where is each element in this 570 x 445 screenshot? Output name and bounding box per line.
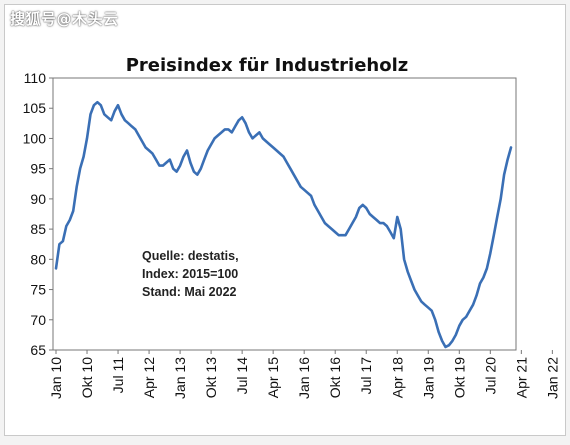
y-tick-label: 110 — [24, 70, 47, 86]
y-tick-label: 70 — [30, 312, 46, 328]
chart-frame: Preisindex für Industrieholz 65 70 75 80 85 9… — [4, 4, 566, 436]
y-axis: 65 70 75 80 85 90 95 100 105 110 — [23, 70, 53, 358]
y-tick-label: 105 — [23, 100, 47, 116]
watermark: 搜狐号@木头云 — [10, 10, 119, 28]
x-tick-label: Jan 19 — [420, 357, 436, 399]
line-chart: Preisindex für Industrieholz 65 70 75 80 85 9… — [23, 55, 561, 399]
x-tick-label: Okt 16 — [327, 357, 343, 398]
x-tick-label: Jan 22 — [544, 357, 560, 399]
source-annotation: Quelle: destatis, Index: 2015=100 Stand: M… — [142, 249, 239, 299]
x-tick-label: Jul 17 — [358, 357, 374, 395]
x-tick-label: Okt 10 — [79, 357, 95, 398]
x-tick-label: Jan 16 — [296, 357, 312, 399]
x-tick-label: Jul 11 — [110, 357, 126, 394]
x-tick-label: Jan 10 — [48, 357, 64, 399]
y-tick-label: 100 — [23, 130, 47, 146]
y-tick-label: 85 — [30, 221, 46, 237]
y-tick-label: 80 — [30, 251, 46, 267]
x-axis: Jan 10 Okt 10 Jul 11 Apr 12 Jan 13 Okt 13 Jul … — [48, 350, 560, 399]
y-tick-label: 65 — [30, 342, 46, 358]
x-tick-label: Jan 13 — [172, 357, 188, 399]
annotation-line: Index: 2015=100 — [142, 267, 238, 281]
x-tick-label: Okt 19 — [451, 357, 467, 398]
y-tick-label: 95 — [30, 161, 46, 177]
y-tick-label: 75 — [30, 282, 46, 298]
series-line — [54, 100, 513, 349]
x-tick-label: Okt 13 — [203, 357, 219, 398]
plot-area — [52, 77, 517, 351]
x-tick-label: Apr 21 — [513, 357, 529, 398]
annotation-line: Stand: Mai 2022 — [142, 285, 237, 299]
chart-title: Preisindex für Industrieholz — [126, 55, 409, 76]
x-tick-label: Apr 18 — [389, 357, 405, 398]
annotation-line: Quelle: destatis, — [142, 249, 239, 263]
x-tick-label: Jul 14 — [234, 357, 250, 395]
x-tick-label: Apr 15 — [265, 357, 281, 398]
y-tick-label: 90 — [30, 191, 46, 207]
x-tick-label: Jul 20 — [482, 357, 498, 395]
x-tick-label: Apr 12 — [141, 357, 157, 398]
